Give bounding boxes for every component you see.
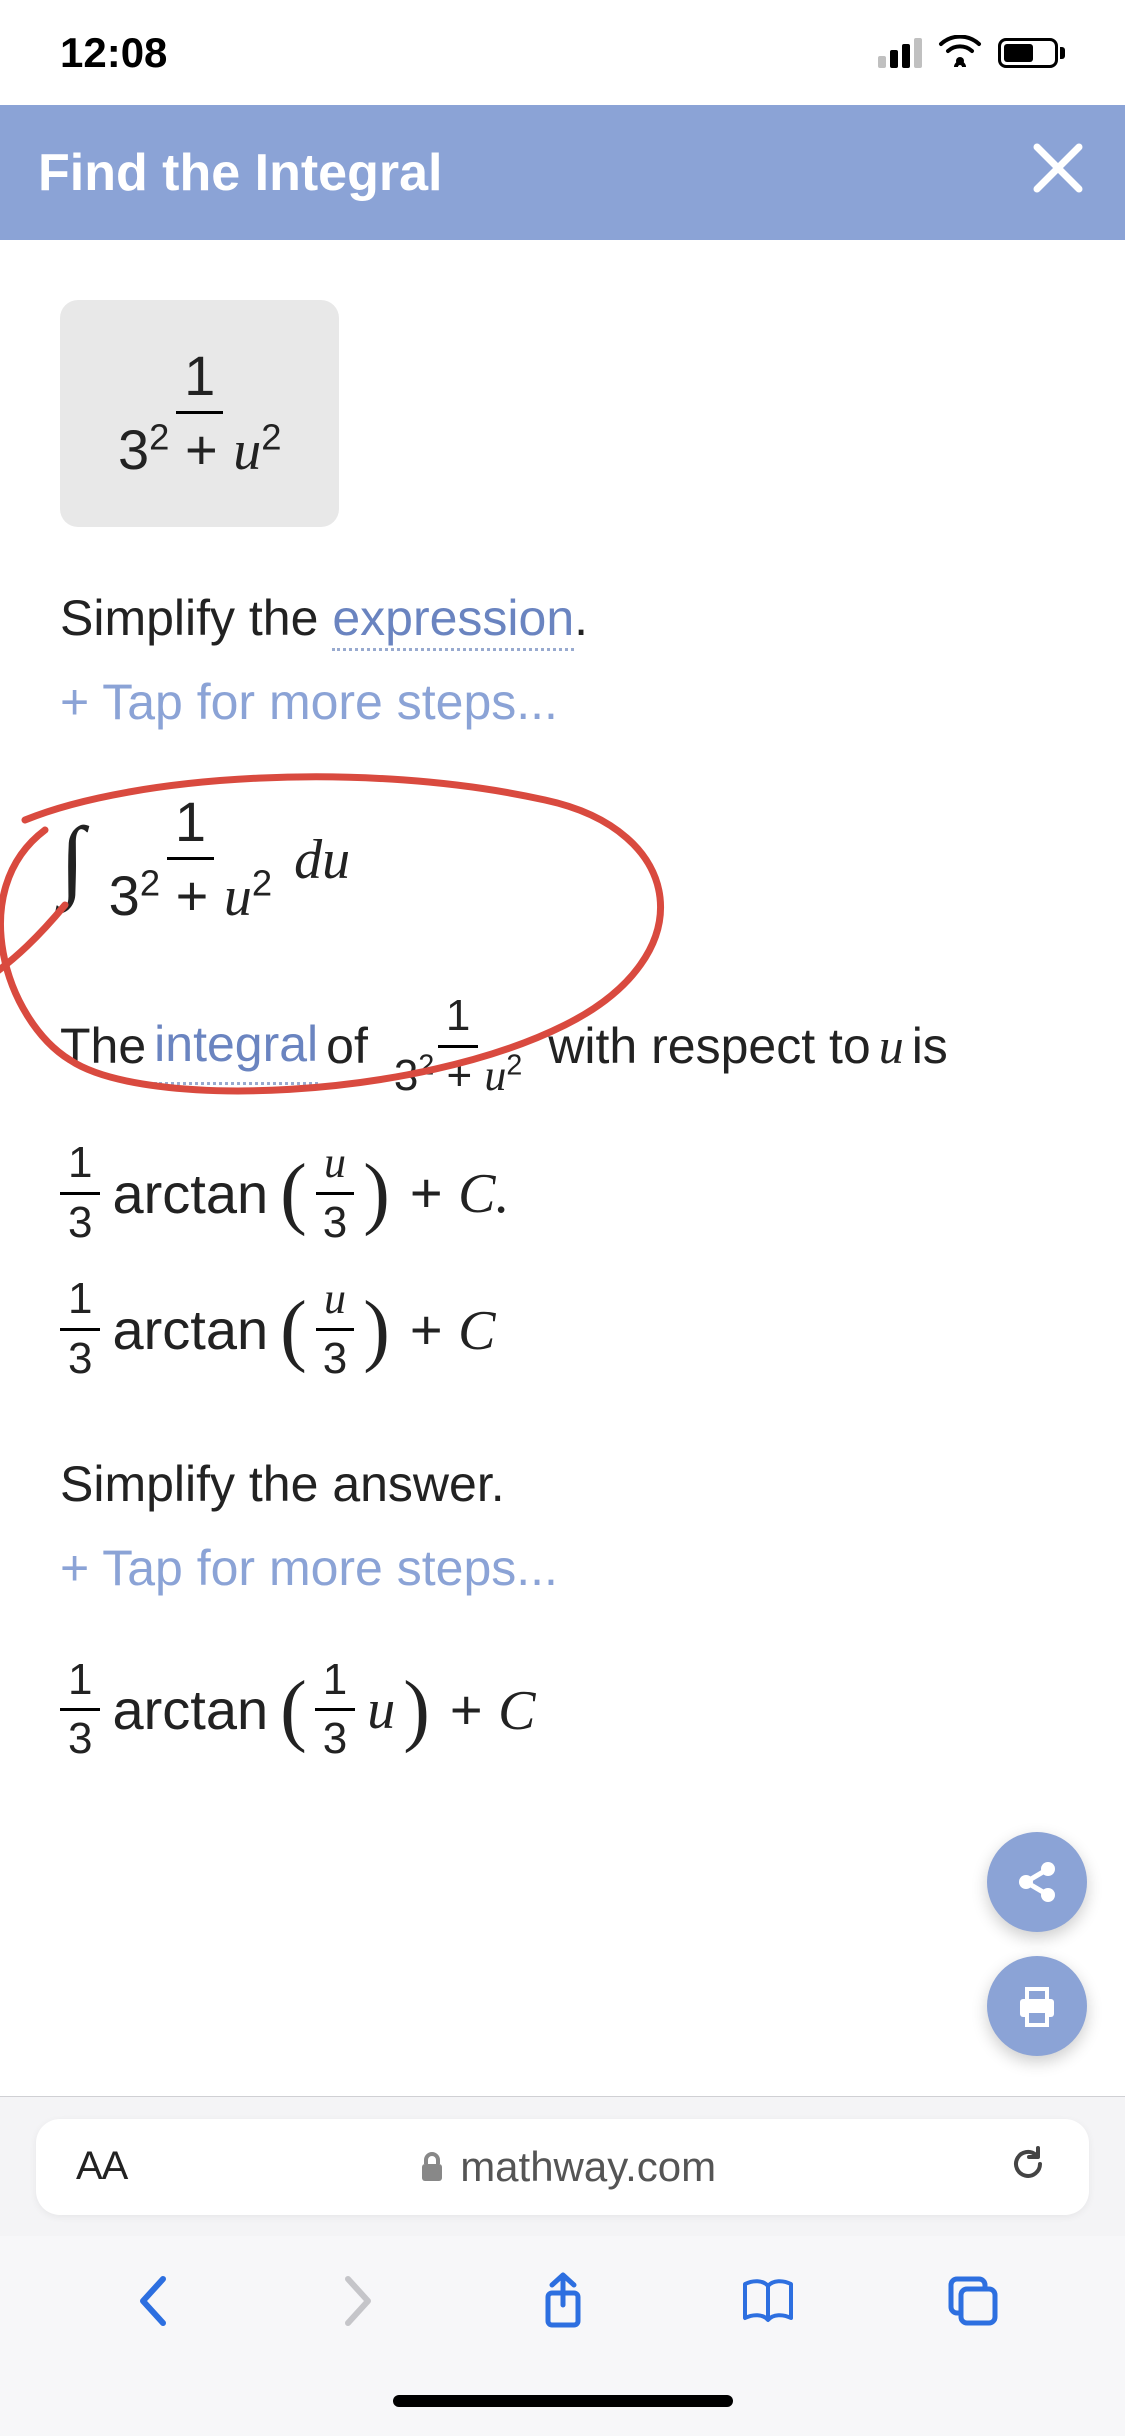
back-button[interactable] xyxy=(118,2266,188,2336)
solution-content: 1 32 + u2 Simplify the expression. + Tap… xyxy=(0,240,1125,1828)
expr-denominator: 32 + u2 xyxy=(110,414,289,487)
share-up-icon xyxy=(538,2271,588,2331)
status-time: 12:08 xyxy=(60,29,167,77)
refresh-icon xyxy=(1007,2143,1049,2185)
result-line-2: 13 arctan ( u3 ) + C xyxy=(60,1271,1065,1388)
printer-icon xyxy=(1012,1981,1062,2031)
tap-more-steps-1[interactable]: + Tap for more steps... xyxy=(60,673,1065,731)
final-result: 13 arctan ( 13 u ) + C xyxy=(60,1652,1065,1769)
step-simplify-expression: Simplify the expression. xyxy=(60,582,1065,655)
expr-numerator: 1 xyxy=(176,340,223,414)
wifi-icon xyxy=(938,29,982,77)
cellular-icon xyxy=(878,38,922,68)
floating-actions xyxy=(987,1832,1087,2056)
chevron-left-icon xyxy=(133,2273,173,2329)
integral-link[interactable]: integral xyxy=(154,1008,318,1086)
result-line-1: 13 arctan ( u3 ) + C. xyxy=(60,1135,1065,1252)
expression-link[interactable]: expression xyxy=(332,590,574,651)
home-indicator[interactable] xyxy=(393,2395,733,2407)
page-header: Find the Integral xyxy=(0,105,1125,240)
battery-icon xyxy=(998,38,1065,68)
text-size-button[interactable]: AA xyxy=(76,2144,127,2189)
refresh-button[interactable] xyxy=(1007,2143,1049,2190)
bookmarks-button[interactable] xyxy=(733,2266,803,2336)
status-bar: 12:08 xyxy=(0,0,1125,105)
home-indicator-area xyxy=(0,2366,1125,2436)
integral-description: The integral of 1 32 + u2 with respect t… xyxy=(60,988,1065,1105)
url-pill[interactable]: AA mathway.com xyxy=(36,2119,1089,2215)
print-button[interactable] xyxy=(987,1956,1087,2056)
share-icon xyxy=(1012,1857,1062,1907)
integral-expression: ∫ 1 32 + u2 du xyxy=(60,786,1065,933)
integral-sign-icon: ∫ xyxy=(60,815,85,905)
safari-toolbar xyxy=(0,2236,1125,2366)
url-display[interactable]: mathway.com xyxy=(418,2143,716,2191)
share-system-button[interactable] xyxy=(528,2266,598,2336)
status-indicators xyxy=(878,29,1065,77)
step-simplify-answer: Simplify the answer. xyxy=(60,1448,1065,1521)
problem-expression[interactable]: 1 32 + u2 xyxy=(60,300,339,527)
tap-more-steps-2[interactable]: + Tap for more steps... xyxy=(60,1539,1065,1597)
safari-address-bar: AA mathway.com xyxy=(0,2096,1125,2236)
close-button[interactable] xyxy=(1029,137,1087,209)
chevron-right-icon xyxy=(338,2273,378,2329)
header-title: Find the Integral xyxy=(38,143,442,203)
lock-icon xyxy=(418,2150,446,2184)
share-button[interactable] xyxy=(987,1832,1087,1932)
forward-button[interactable] xyxy=(323,2266,393,2336)
tabs-button[interactable] xyxy=(938,2266,1008,2336)
tabs-icon xyxy=(945,2273,1001,2329)
book-icon xyxy=(739,2276,797,2326)
